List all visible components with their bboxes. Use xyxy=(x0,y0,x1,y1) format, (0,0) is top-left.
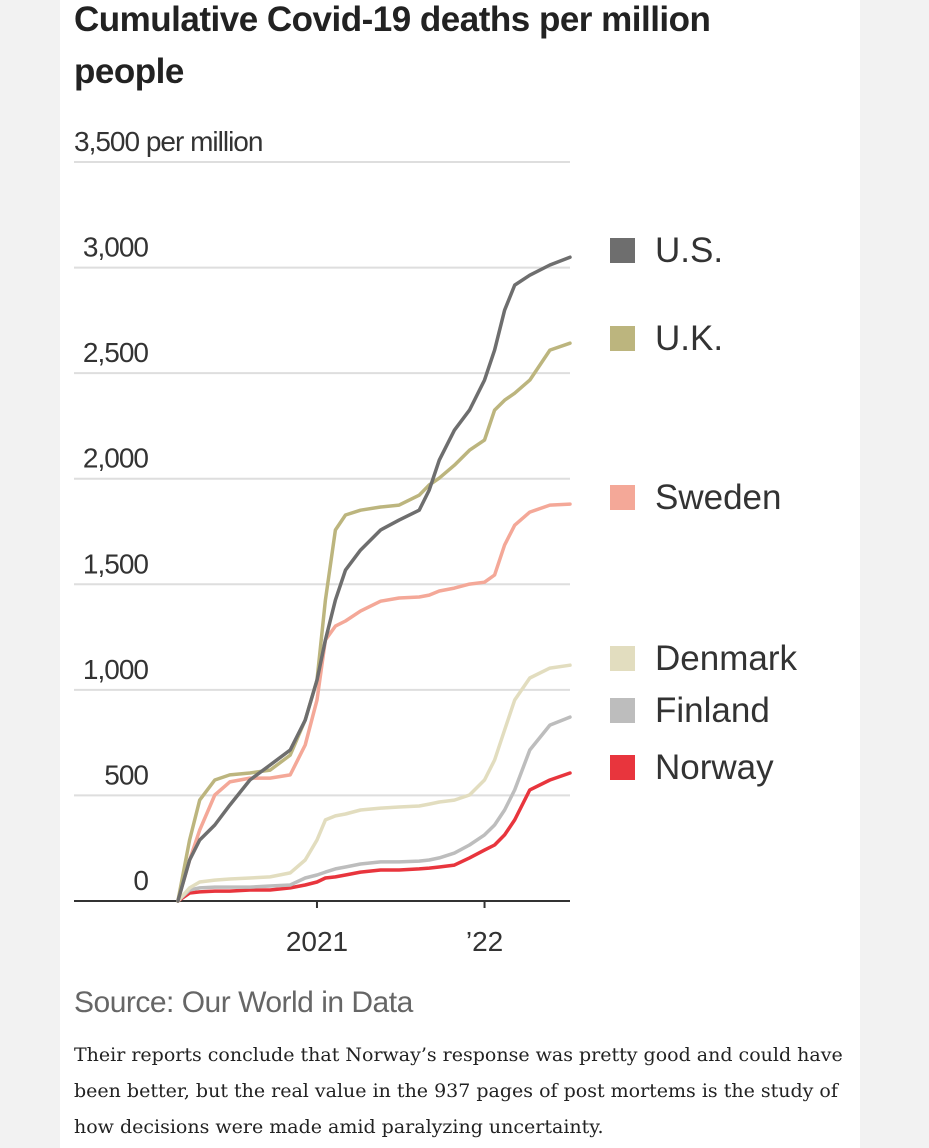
y-tick-label: 1,000 xyxy=(83,654,148,685)
y-tick-label: 0 xyxy=(133,865,148,896)
legend-swatch xyxy=(610,698,635,723)
y-tick-label: 2,500 xyxy=(83,337,148,368)
y-tick-label: 500 xyxy=(104,759,148,790)
legend-swatch xyxy=(610,485,635,510)
series-line xyxy=(176,663,572,903)
legend-label: U.S. xyxy=(655,231,723,270)
chart: 0 500 1,000 1,500 2,000 2,500 3,000 3,500 per m… xyxy=(74,126,797,957)
legend-label: U.K. xyxy=(655,319,723,358)
legend-swatch xyxy=(610,238,635,263)
legend-swatch xyxy=(610,755,635,780)
legend-swatch xyxy=(610,646,635,671)
x-tick-label: ’22 xyxy=(466,926,503,957)
legend-label: Finland xyxy=(655,691,770,730)
series-line xyxy=(176,502,572,903)
y-tick-label: 1,500 xyxy=(83,548,148,579)
y-tick-label: 3,500 per million xyxy=(74,126,262,157)
legend-label: Sweden xyxy=(655,478,781,517)
legend-swatch xyxy=(610,326,635,351)
x-tick-label: 2021 xyxy=(286,926,348,957)
y-tick-label: 3,000 xyxy=(83,232,148,263)
legend-label: Norway xyxy=(655,748,774,787)
source: Source: Our World in Data xyxy=(74,986,413,1019)
series-line xyxy=(176,341,572,903)
caption: Their reports conclude that Norway’s res… xyxy=(74,1044,843,1138)
series-line xyxy=(176,715,572,903)
legend-label: Denmark xyxy=(655,639,797,678)
series-line xyxy=(176,771,572,903)
chart-title: Cumulative Covid-19 deaths per million p… xyxy=(74,0,711,91)
y-tick-label: 2,000 xyxy=(83,443,148,474)
series-line xyxy=(176,255,572,903)
article-panel xyxy=(60,0,860,1148)
